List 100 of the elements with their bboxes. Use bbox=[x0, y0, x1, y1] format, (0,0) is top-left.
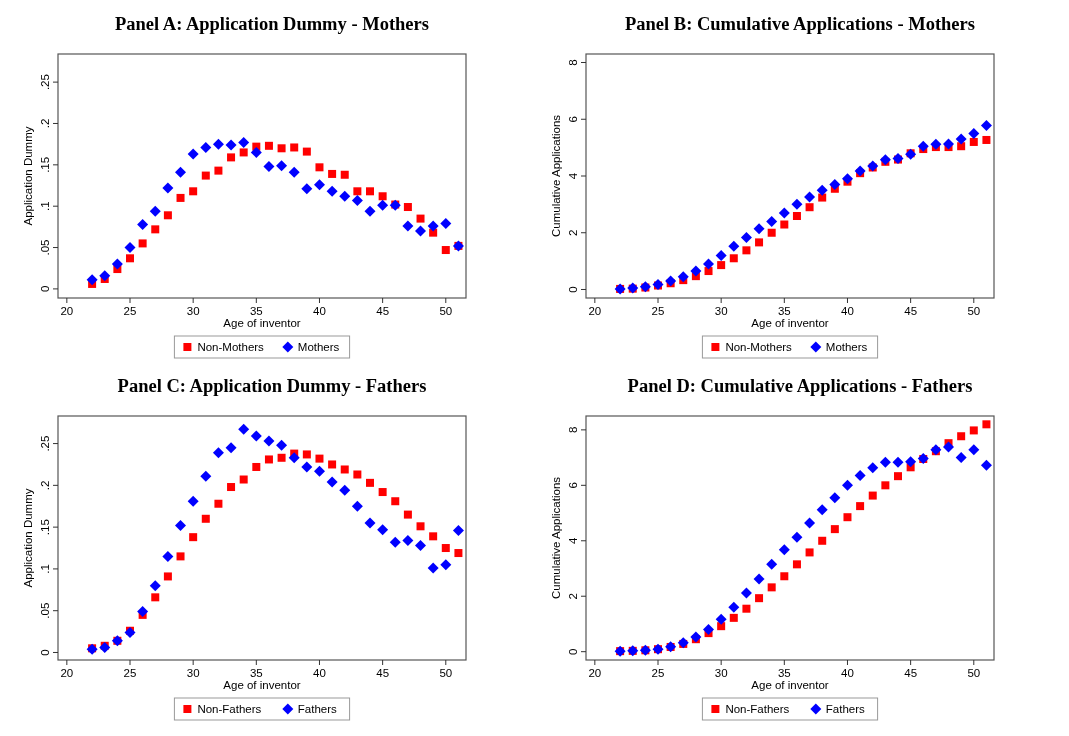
y-axis-title: Application Dummy bbox=[22, 126, 34, 226]
legend-label: Fathers bbox=[297, 703, 338, 715]
point bbox=[792, 212, 801, 221]
point bbox=[427, 220, 439, 232]
x-tick-label: 50 bbox=[967, 667, 981, 679]
point bbox=[301, 183, 313, 195]
point bbox=[302, 450, 311, 459]
point bbox=[778, 207, 790, 219]
point bbox=[238, 423, 250, 435]
point bbox=[917, 140, 929, 152]
point bbox=[149, 580, 161, 592]
point bbox=[328, 169, 337, 178]
x-tick-label: 45 bbox=[904, 667, 918, 679]
x-axis-title: Age of inventor bbox=[223, 679, 301, 691]
point bbox=[841, 173, 853, 185]
point bbox=[227, 153, 236, 162]
x-tick-label: 30 bbox=[186, 667, 200, 679]
point bbox=[200, 141, 212, 153]
point bbox=[326, 476, 338, 488]
point bbox=[854, 470, 866, 482]
point bbox=[717, 622, 726, 631]
point bbox=[905, 456, 917, 468]
point bbox=[364, 205, 376, 217]
point bbox=[441, 246, 450, 255]
point bbox=[429, 532, 438, 541]
point bbox=[955, 452, 967, 464]
x-axis-title: Age of inventor bbox=[751, 317, 829, 329]
point bbox=[176, 552, 185, 561]
point bbox=[340, 170, 349, 179]
point bbox=[982, 135, 991, 144]
point bbox=[943, 441, 955, 453]
point bbox=[151, 225, 160, 234]
point bbox=[816, 184, 828, 196]
y-tick-label: 8 bbox=[567, 426, 579, 434]
point bbox=[200, 470, 212, 482]
y-tick-label: .1 bbox=[39, 564, 51, 574]
point bbox=[137, 606, 149, 618]
point bbox=[238, 137, 250, 148]
y-tick-label: .2 bbox=[39, 118, 51, 129]
point bbox=[416, 522, 425, 531]
chart-title: Panel C: Application Dummy - Fathers bbox=[117, 376, 427, 396]
point bbox=[856, 502, 865, 511]
point bbox=[753, 223, 765, 235]
point bbox=[427, 562, 439, 574]
point bbox=[415, 540, 427, 552]
point bbox=[403, 203, 412, 212]
point bbox=[151, 593, 160, 602]
point bbox=[353, 187, 362, 196]
point bbox=[780, 572, 789, 581]
point bbox=[753, 573, 765, 585]
y-tick-label: .05 bbox=[39, 602, 51, 619]
point bbox=[313, 465, 325, 477]
point bbox=[366, 187, 374, 196]
point bbox=[665, 275, 677, 287]
point bbox=[389, 536, 401, 548]
point bbox=[955, 133, 967, 145]
y-tick-label: 4 bbox=[567, 172, 579, 180]
point bbox=[930, 138, 942, 150]
point bbox=[339, 484, 351, 496]
point bbox=[126, 254, 134, 263]
point bbox=[805, 548, 814, 557]
y-tick-label: 0 bbox=[567, 648, 579, 655]
point bbox=[429, 228, 438, 237]
point bbox=[755, 238, 764, 247]
point bbox=[715, 249, 727, 261]
point bbox=[227, 483, 236, 492]
x-tick-label: 35 bbox=[777, 667, 791, 679]
point bbox=[980, 459, 992, 471]
point bbox=[201, 171, 210, 180]
point bbox=[391, 497, 400, 506]
x-tick-label: 45 bbox=[376, 305, 390, 317]
point bbox=[881, 481, 890, 490]
x-tick-label: 50 bbox=[439, 305, 453, 317]
point bbox=[124, 242, 136, 254]
point bbox=[980, 120, 992, 131]
y-tick-label: 8 bbox=[567, 59, 579, 66]
point bbox=[225, 139, 237, 151]
point bbox=[214, 499, 223, 508]
y-axis-title: Cumulative Applications bbox=[550, 476, 562, 600]
point bbox=[728, 240, 740, 252]
x-tick-label: 35 bbox=[249, 305, 263, 317]
y-tick-label: 0 bbox=[567, 286, 579, 293]
point bbox=[830, 525, 839, 534]
point bbox=[378, 488, 387, 497]
point bbox=[968, 127, 980, 139]
point bbox=[315, 163, 324, 172]
y-tick-label: 0 bbox=[39, 285, 51, 293]
point bbox=[315, 454, 324, 463]
point bbox=[829, 492, 841, 504]
point bbox=[454, 549, 463, 558]
point bbox=[137, 218, 149, 230]
point bbox=[263, 160, 275, 172]
y-axis-title: Application Dummy bbox=[22, 488, 34, 588]
x-tick-label: 40 bbox=[841, 667, 854, 679]
point bbox=[792, 560, 801, 569]
point bbox=[377, 524, 389, 536]
x-tick-label: 45 bbox=[904, 305, 918, 317]
legend-label: Mothers bbox=[297, 341, 340, 353]
x-tick-label: 30 bbox=[714, 305, 728, 317]
point bbox=[841, 479, 853, 491]
